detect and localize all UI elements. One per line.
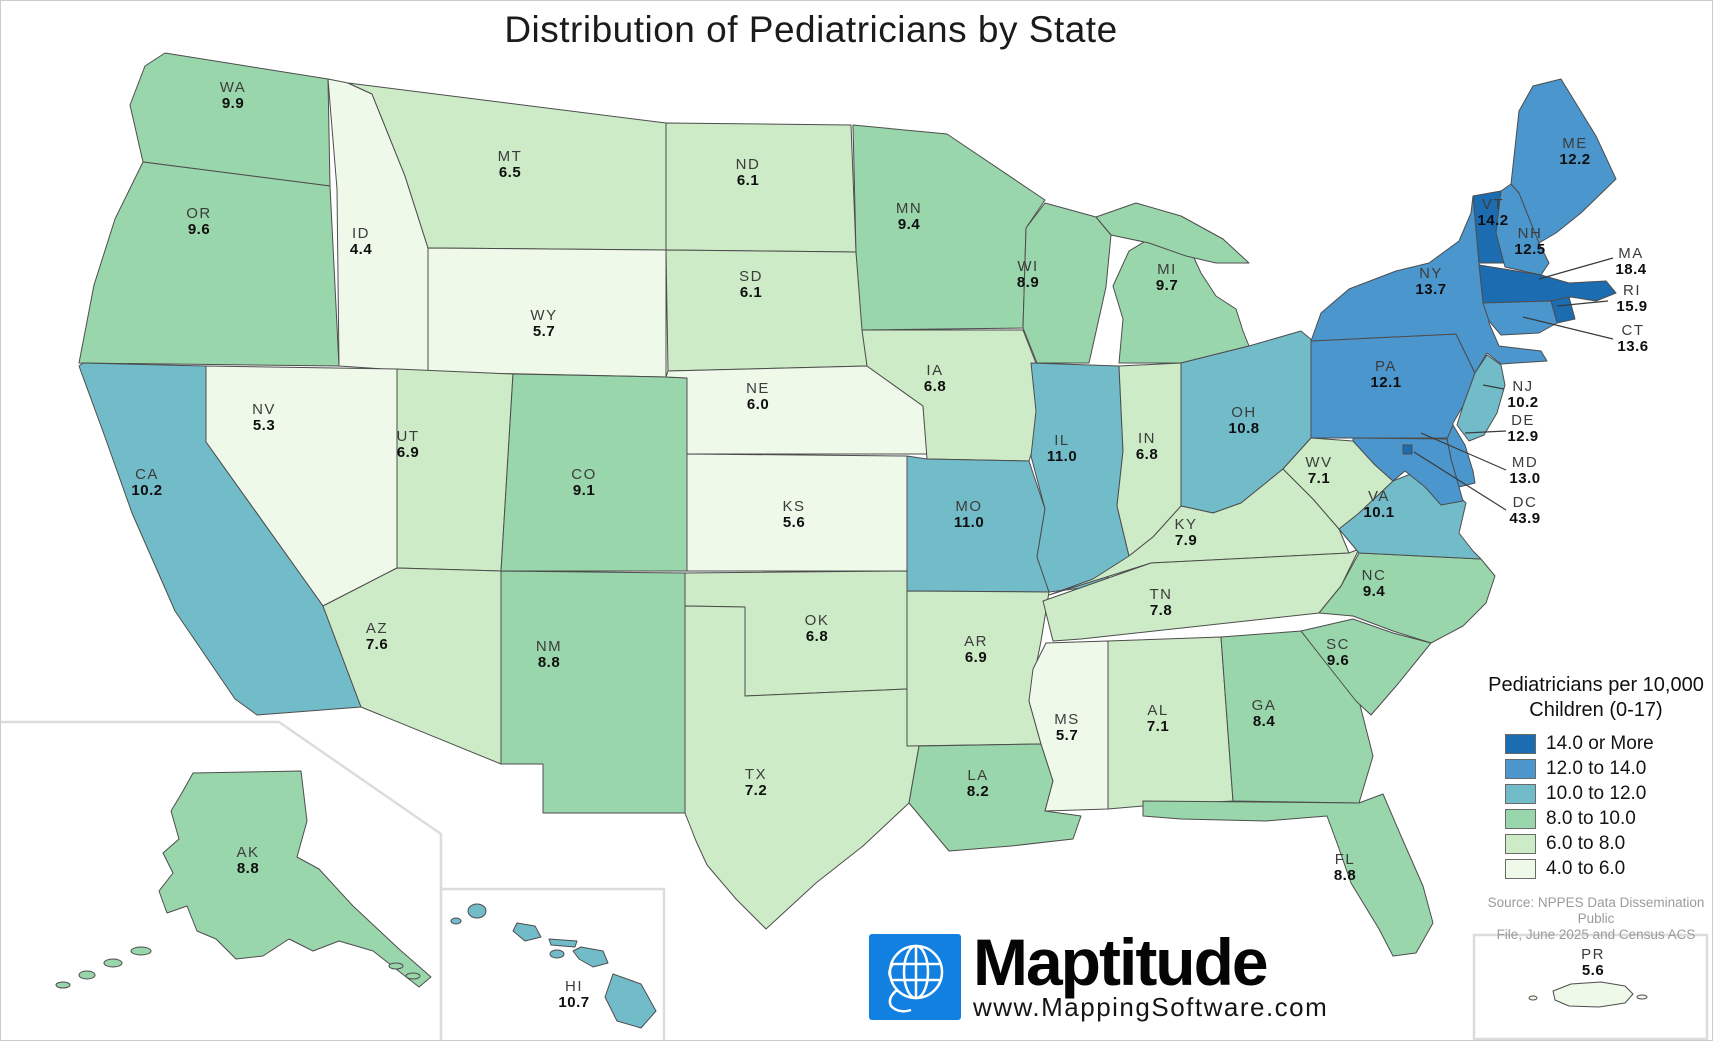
state-shape-wi	[1022, 202, 1112, 364]
legend-title-line2: Children (0-17)	[1529, 699, 1663, 721]
state-shape-sd	[665, 249, 868, 372]
legend-item: 6.0 to 8.0	[1505, 831, 1712, 856]
state-shape-ut	[396, 368, 514, 572]
callout-line-ct	[1522, 316, 1614, 340]
hi-island-lanai	[549, 949, 565, 959]
state-shape-nd	[665, 122, 857, 253]
legend-item: 4.0 to 6.0	[1505, 856, 1712, 881]
callout-line-md	[1420, 432, 1507, 471]
pr-islet	[1636, 994, 1648, 1000]
state-shape-md	[1352, 437, 1464, 506]
hi-island-oahu	[512, 922, 542, 942]
legend-item-label: 10.0 to 12.0	[1546, 782, 1647, 804]
pr-island	[1552, 981, 1634, 1008]
state-shape-dc	[1402, 444, 1413, 455]
callout-line-nj	[1482, 384, 1505, 390]
legend-item-label: 6.0 to 8.0	[1546, 832, 1626, 854]
hi-island-molokai	[548, 938, 578, 948]
legend-swatch	[1505, 783, 1536, 804]
ak-island	[130, 946, 152, 956]
page-title: Distribution of Pediatricians by State	[504, 9, 1118, 50]
ak-island	[103, 958, 123, 968]
legend-item: 12.0 to 14.0	[1505, 756, 1712, 781]
legend-swatch	[1505, 833, 1536, 854]
state-shape-ma	[1478, 264, 1617, 304]
legend: Pediatricians per 10,000 Children (0-17)…	[1479, 673, 1712, 943]
legend-item-label: 12.0 to 14.0	[1546, 757, 1647, 779]
state-shape-pa	[1310, 333, 1476, 439]
legend-item-label: 14.0 or More	[1546, 732, 1654, 754]
state-shape-me	[1510, 78, 1617, 244]
hi-island-kauai	[467, 903, 487, 919]
legend-items: 14.0 or More 12.0 to 14.0 10.0 to 12.0 8.0 …	[1505, 731, 1712, 881]
state-shape-il	[1030, 362, 1130, 593]
hi-island-hawaii	[604, 973, 657, 1029]
state-shape-co	[500, 373, 688, 572]
legend-source-line2: File, June 2025 and Census ACS	[1496, 927, 1696, 942]
ak-island	[78, 970, 96, 980]
state-shape-nj	[1456, 354, 1506, 442]
state-shape-az	[322, 567, 502, 765]
maptitude-globe-head-icon	[869, 934, 961, 1020]
ak-island	[55, 981, 71, 989]
legend-item: 8.0 to 10.0	[1505, 806, 1712, 831]
legend-swatch	[1505, 733, 1536, 754]
legend-item-label: 8.0 to 10.0	[1546, 807, 1636, 829]
state-shape-tx	[684, 605, 920, 930]
legend-swatch	[1505, 808, 1536, 829]
state-shape-ct	[1482, 300, 1558, 336]
hi-island-maui	[572, 946, 609, 968]
hi-island-niihau	[450, 917, 462, 925]
state-shape-or	[78, 161, 340, 367]
legend-source-line1: Source: NPPES Data Dissemination Public	[1487, 895, 1705, 926]
maptitude-logo: Maptitude www.MappingSoftware.com	[869, 925, 1329, 1022]
state-shape-ks	[686, 453, 908, 572]
alaska-inset-border	[1, 720, 443, 1040]
hawaii-inset-border	[441, 887, 666, 1040]
legend-swatch	[1505, 758, 1536, 779]
state-shape-mi-upper	[1095, 202, 1250, 264]
callout-line-dc	[1413, 451, 1507, 511]
puerto-rico-inset-border	[1472, 933, 1709, 1040]
state-shape-mo	[906, 455, 1050, 593]
state-shape-nc	[1318, 552, 1496, 644]
maptitude-website-text: www.MappingSoftware.com	[973, 992, 1329, 1022]
state-shape-wy	[427, 247, 667, 378]
callout-leader-lines	[1413, 257, 1614, 511]
state-shape-sc	[1300, 618, 1432, 716]
callout-line-ri	[1556, 300, 1609, 307]
state-shape-ak	[158, 770, 432, 988]
state-shape-al	[1107, 636, 1234, 810]
legend-title-line1: Pediatricians per 10,000	[1488, 674, 1704, 696]
state-shape-mn	[852, 124, 1046, 331]
callout-line-ma	[1538, 257, 1614, 280]
callout-line-de	[1464, 430, 1507, 434]
ak-island	[405, 972, 421, 980]
legend-swatch	[1505, 858, 1536, 879]
state-shape-fl	[1142, 793, 1434, 957]
state-shape-ca	[78, 362, 362, 716]
state-shape-ar	[906, 590, 1050, 747]
legend-item-label: 4.0 to 6.0	[1546, 857, 1626, 879]
ak-island	[388, 962, 404, 970]
legend-item: 10.0 to 12.0	[1505, 781, 1712, 806]
legend-item: 14.0 or More	[1505, 731, 1712, 756]
maptitude-logo-text: Maptitude	[973, 925, 1269, 999]
pr-islet	[1528, 995, 1538, 1001]
state-shape-nm	[500, 570, 686, 814]
